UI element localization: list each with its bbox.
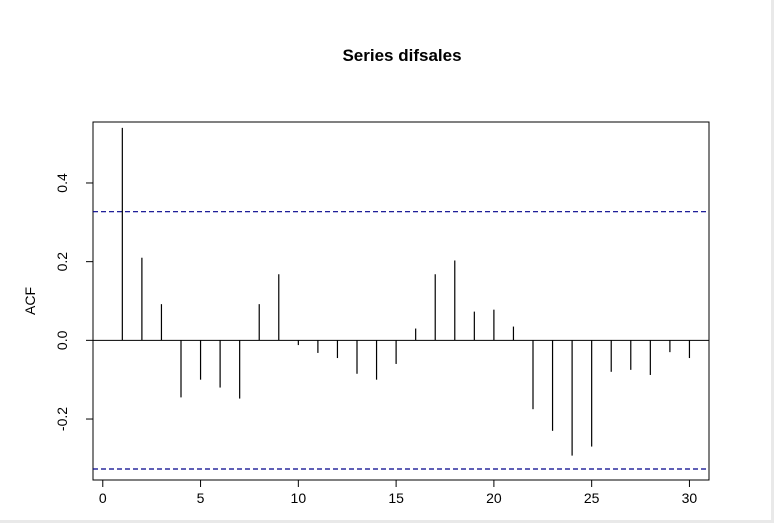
y-axis-label: ACF <box>22 287 38 315</box>
window-edge-right <box>771 0 774 523</box>
x-tick-label: 20 <box>486 490 502 506</box>
x-tick-label: 30 <box>682 490 698 506</box>
y-tick-label: 0.2 <box>54 252 70 272</box>
y-tick-label: -0.2 <box>54 407 70 431</box>
x-tick-label: 25 <box>584 490 600 506</box>
x-tick-label: 5 <box>197 490 205 506</box>
acf-bars <box>121 127 691 456</box>
y-axis: -0.2 0.0 0.2 0.4 <box>54 173 94 431</box>
x-axis: 0 5 10 15 20 25 30 <box>99 479 698 506</box>
window-edge-bottom <box>0 520 774 523</box>
x-tick-label: 10 <box>291 490 307 506</box>
chart-title: Series difsales <box>342 46 461 65</box>
plot-frame <box>92 121 710 481</box>
x-tick-label: 15 <box>388 490 404 506</box>
y-tick-label: 0.0 <box>54 330 70 350</box>
x-tick-label: 0 <box>99 490 107 506</box>
y-tick-label: 0.4 <box>54 173 70 193</box>
